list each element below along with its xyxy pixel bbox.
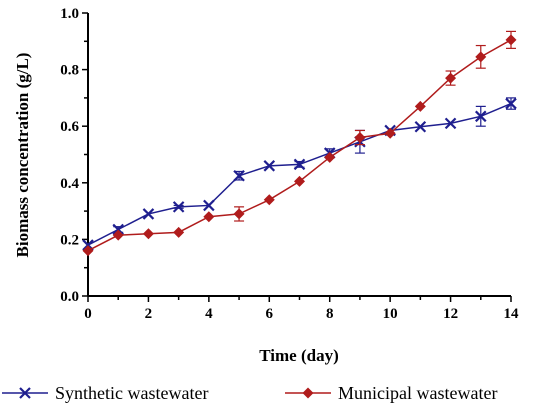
data-point <box>505 34 517 46</box>
x-axis-title: Time (day) <box>259 346 339 365</box>
x-marker-stroke <box>263 160 276 172</box>
data-point <box>82 245 94 257</box>
data-point <box>384 127 396 139</box>
legend-marker <box>302 387 314 399</box>
x-marker-stroke <box>82 239 94 251</box>
data-point <box>112 223 124 236</box>
x-tick-label: 6 <box>266 306 274 322</box>
x-marker-stroke <box>293 158 306 171</box>
data-point <box>354 132 366 144</box>
data-point <box>203 211 215 223</box>
x-tick-label: 2 <box>145 306 153 322</box>
x-tick-label: 14 <box>504 306 520 322</box>
x-marker-stroke <box>142 208 155 220</box>
data-point <box>203 199 215 212</box>
legend-marker <box>19 387 31 399</box>
x-marker-stroke <box>475 110 487 123</box>
data-point <box>172 201 185 213</box>
series-layer <box>82 30 517 257</box>
y-tick-label: 1.0 <box>60 6 79 22</box>
data-point <box>414 120 427 133</box>
legend-item-1: Synthetic wastewater <box>2 383 208 403</box>
y-tick-label: 0.0 <box>60 289 79 305</box>
data-point <box>445 72 457 84</box>
data-point <box>414 100 426 112</box>
data-point <box>475 110 487 123</box>
series-line <box>87 102 512 246</box>
data-point <box>142 208 155 220</box>
data-point <box>233 208 245 220</box>
y-tick-label: 0.6 <box>60 119 79 135</box>
x-tick-label: 8 <box>326 306 334 322</box>
x-marker-stroke <box>112 223 124 236</box>
axes: 0 2 4 6 8 10 12 14 0.0 0.2 0.4 0.6 0.8 1.0 <box>60 6 519 322</box>
data-point <box>505 97 517 110</box>
x-marker-stroke <box>444 117 457 130</box>
x-tick-label: 0 <box>84 306 92 322</box>
x-marker-stroke <box>233 169 245 182</box>
series-1 <box>82 97 517 251</box>
legend-label: Synthetic wastewater <box>55 383 208 403</box>
y-tick-label: 0.2 <box>60 232 79 248</box>
data-point <box>173 226 185 238</box>
x-marker-stroke <box>172 201 185 213</box>
data-point <box>233 169 245 182</box>
data-point <box>112 229 124 241</box>
data-point <box>142 228 154 240</box>
y-tick-label: 0.4 <box>60 176 79 192</box>
x-marker-stroke <box>19 387 31 399</box>
x-marker-stroke <box>414 120 427 133</box>
legend: Synthetic wastewater Municipal wastewater <box>2 383 497 403</box>
data-point <box>324 151 336 163</box>
x-marker-stroke <box>505 97 517 110</box>
legend-label: Municipal wastewater <box>338 383 497 403</box>
y-axis-title: Biomass concentration (g/L) <box>13 53 32 258</box>
data-point <box>263 194 275 206</box>
x-marker-stroke <box>203 199 215 212</box>
legend-item-2: Municipal wastewater <box>285 383 497 403</box>
series-2 <box>82 30 517 257</box>
data-point <box>293 158 306 171</box>
y-tick-label: 0.8 <box>60 63 79 79</box>
x-tick-label: 10 <box>383 306 398 322</box>
data-point <box>444 117 457 130</box>
x-tick-label: 4 <box>205 306 213 322</box>
data-point <box>294 175 305 187</box>
data-point <box>475 51 487 63</box>
x-tick-label: 12 <box>443 306 458 322</box>
data-point <box>263 160 276 172</box>
